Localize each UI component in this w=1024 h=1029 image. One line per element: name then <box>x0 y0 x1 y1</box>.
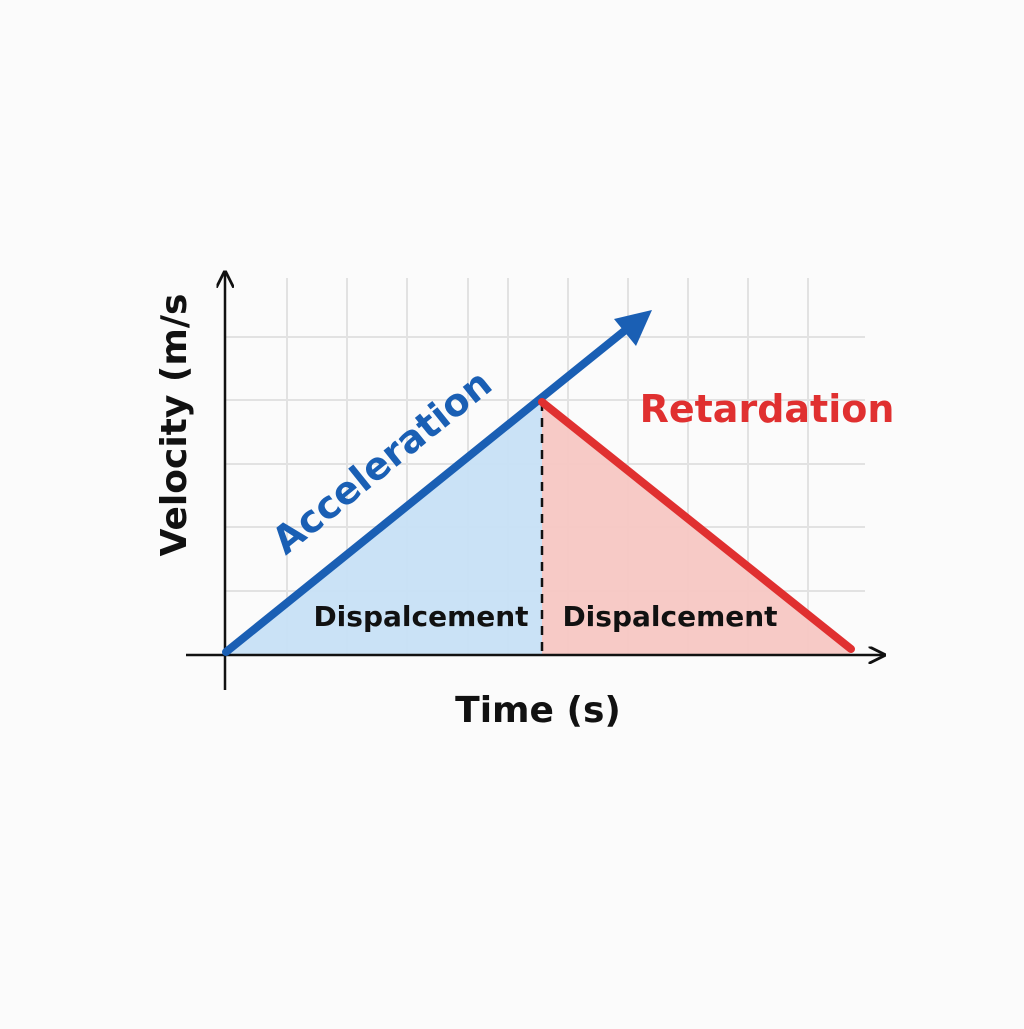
acceleration-arrowhead <box>614 310 652 346</box>
retardation-line <box>538 398 855 653</box>
displacement-label-left: Dispalcement <box>313 600 528 633</box>
acceleration-line <box>222 324 632 656</box>
displacement-label-right: Dispalcement <box>562 600 777 633</box>
x-axis-label: Time (s) <box>455 690 621 731</box>
y-axis-label: Velocity (m/s <box>154 294 195 557</box>
retardation-label: Retardation <box>640 387 895 431</box>
